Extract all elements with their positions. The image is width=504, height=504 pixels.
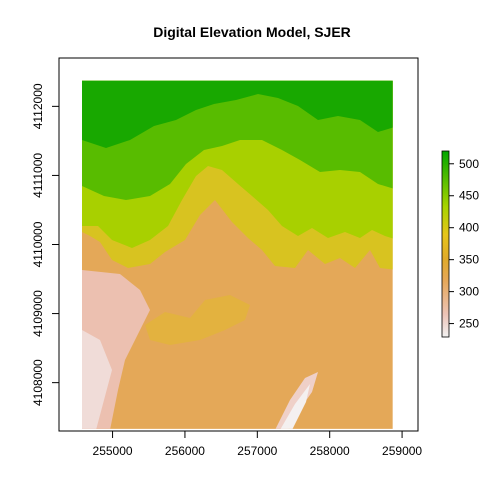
y-tick-label: 4108000 <box>31 359 45 406</box>
x-tick-label: 256000 <box>165 444 205 458</box>
x-tick-label: 258000 <box>310 444 350 458</box>
y-tick-label: 4109000 <box>31 290 45 337</box>
chart-title: Digital Elevation Model, SJER <box>153 24 351 40</box>
legend-tick-label: 500 <box>459 157 479 171</box>
y-tick-label: 4112000 <box>31 83 45 129</box>
color-legend: 250 300 350 400 450 500 <box>441 150 479 338</box>
legend-tick-label: 300 <box>459 285 479 299</box>
legend-tick-label: 250 <box>459 317 479 331</box>
y-tick-label: 4111000 <box>31 153 45 198</box>
legend-color-bar <box>441 150 450 338</box>
x-tick-label: 257000 <box>237 444 277 458</box>
legend-tick-label: 400 <box>459 221 479 235</box>
legend-tick-label: 350 <box>459 253 479 267</box>
legend-tick-label: 450 <box>459 189 479 203</box>
x-tick-label: 259000 <box>382 444 422 458</box>
x-axis: 255000 256000 257000 258000 259000 <box>93 431 422 458</box>
elevation-raster <box>82 80 393 429</box>
y-axis: 4108000 4109000 4110000 4111000 4112000 <box>31 83 59 406</box>
y-tick-label: 4110000 <box>31 221 45 267</box>
x-tick-label: 255000 <box>93 444 133 458</box>
